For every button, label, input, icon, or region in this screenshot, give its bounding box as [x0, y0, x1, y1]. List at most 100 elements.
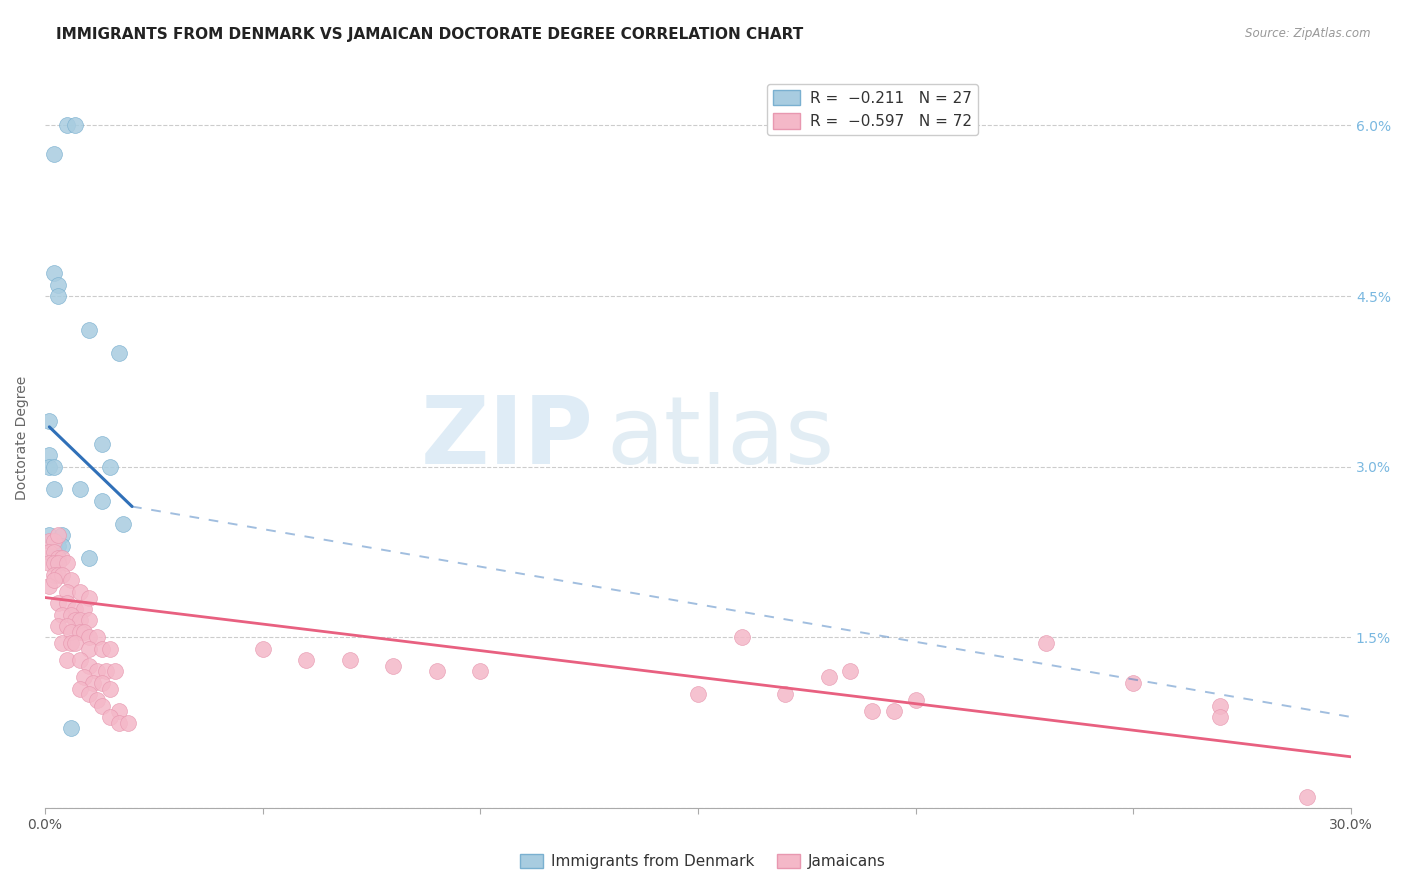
Point — [86, 631, 108, 645]
Point — [60, 722, 83, 736]
Point — [55, 619, 77, 633]
Point — [42, 266, 65, 280]
Point — [90, 676, 112, 690]
Point — [98, 681, 121, 696]
Point — [65, 636, 87, 650]
Point — [77, 641, 100, 656]
Point — [90, 493, 112, 508]
Point — [104, 665, 127, 679]
Point — [46, 567, 69, 582]
Point — [69, 624, 91, 639]
Point — [1209, 698, 1232, 713]
Point — [46, 289, 69, 303]
Point — [46, 277, 69, 292]
Point — [42, 574, 65, 588]
Point — [86, 665, 108, 679]
Point — [38, 528, 60, 542]
Point — [77, 591, 100, 605]
Point — [42, 533, 65, 548]
Point — [60, 636, 83, 650]
Point — [51, 528, 73, 542]
Point — [38, 459, 60, 474]
Point — [42, 545, 65, 559]
Text: IMMIGRANTS FROM DENMARK VS JAMAICAN DOCTORATE DEGREE CORRELATION CHART: IMMIGRANTS FROM DENMARK VS JAMAICAN DOCT… — [56, 27, 803, 42]
Point — [69, 681, 91, 696]
Point — [98, 710, 121, 724]
Point — [55, 653, 77, 667]
Point — [252, 641, 274, 656]
Point — [69, 483, 91, 497]
Point — [69, 613, 91, 627]
Point — [90, 641, 112, 656]
Point — [55, 584, 77, 599]
Point — [38, 579, 60, 593]
Point — [60, 574, 83, 588]
Point — [77, 550, 100, 565]
Point — [730, 631, 752, 645]
Point — [77, 687, 100, 701]
Point — [112, 516, 135, 531]
Text: ZIP: ZIP — [420, 392, 593, 484]
Point — [69, 653, 91, 667]
Point — [38, 533, 60, 548]
Point — [686, 687, 709, 701]
Point — [77, 631, 100, 645]
Point — [46, 528, 69, 542]
Point — [38, 414, 60, 428]
Point — [108, 715, 131, 730]
Point — [42, 550, 65, 565]
Point — [51, 636, 73, 650]
Point — [46, 539, 69, 553]
Point — [1035, 636, 1057, 650]
Point — [90, 698, 112, 713]
Point — [108, 704, 131, 718]
Point — [65, 602, 87, 616]
Point — [339, 653, 361, 667]
Point — [46, 550, 69, 565]
Point — [38, 545, 60, 559]
Point — [1209, 710, 1232, 724]
Point — [69, 584, 91, 599]
Point — [1296, 789, 1319, 804]
Point — [883, 704, 905, 718]
Point — [46, 550, 69, 565]
Point — [295, 653, 318, 667]
Point — [1122, 676, 1144, 690]
Point — [73, 602, 96, 616]
Point — [77, 658, 100, 673]
Point — [839, 665, 862, 679]
Point — [65, 119, 87, 133]
Point — [42, 557, 65, 571]
Legend: Immigrants from Denmark, Jamaicans: Immigrants from Denmark, Jamaicans — [515, 848, 891, 875]
Point — [55, 596, 77, 610]
Point — [73, 670, 96, 684]
Text: atlas: atlas — [606, 392, 835, 484]
Point — [98, 641, 121, 656]
Point — [90, 437, 112, 451]
Point — [51, 539, 73, 553]
Point — [904, 693, 927, 707]
Legend: R =  −0.211   N = 27, R =  −0.597   N = 72: R = −0.211 N = 27, R = −0.597 N = 72 — [766, 84, 977, 136]
Point — [65, 613, 87, 627]
Point — [470, 665, 492, 679]
Point — [38, 448, 60, 462]
Y-axis label: Doctorate Degree: Doctorate Degree — [15, 376, 30, 500]
Point — [51, 550, 73, 565]
Point — [46, 619, 69, 633]
Point — [42, 539, 65, 553]
Point — [46, 596, 69, 610]
Point — [86, 693, 108, 707]
Point — [42, 567, 65, 582]
Point — [42, 459, 65, 474]
Point — [82, 676, 104, 690]
Point — [382, 658, 405, 673]
Point — [77, 613, 100, 627]
Text: Source: ZipAtlas.com: Source: ZipAtlas.com — [1246, 27, 1371, 40]
Point — [42, 146, 65, 161]
Point — [94, 665, 117, 679]
Point — [51, 607, 73, 622]
Point — [860, 704, 883, 718]
Point — [55, 119, 77, 133]
Point — [60, 607, 83, 622]
Point — [773, 687, 796, 701]
